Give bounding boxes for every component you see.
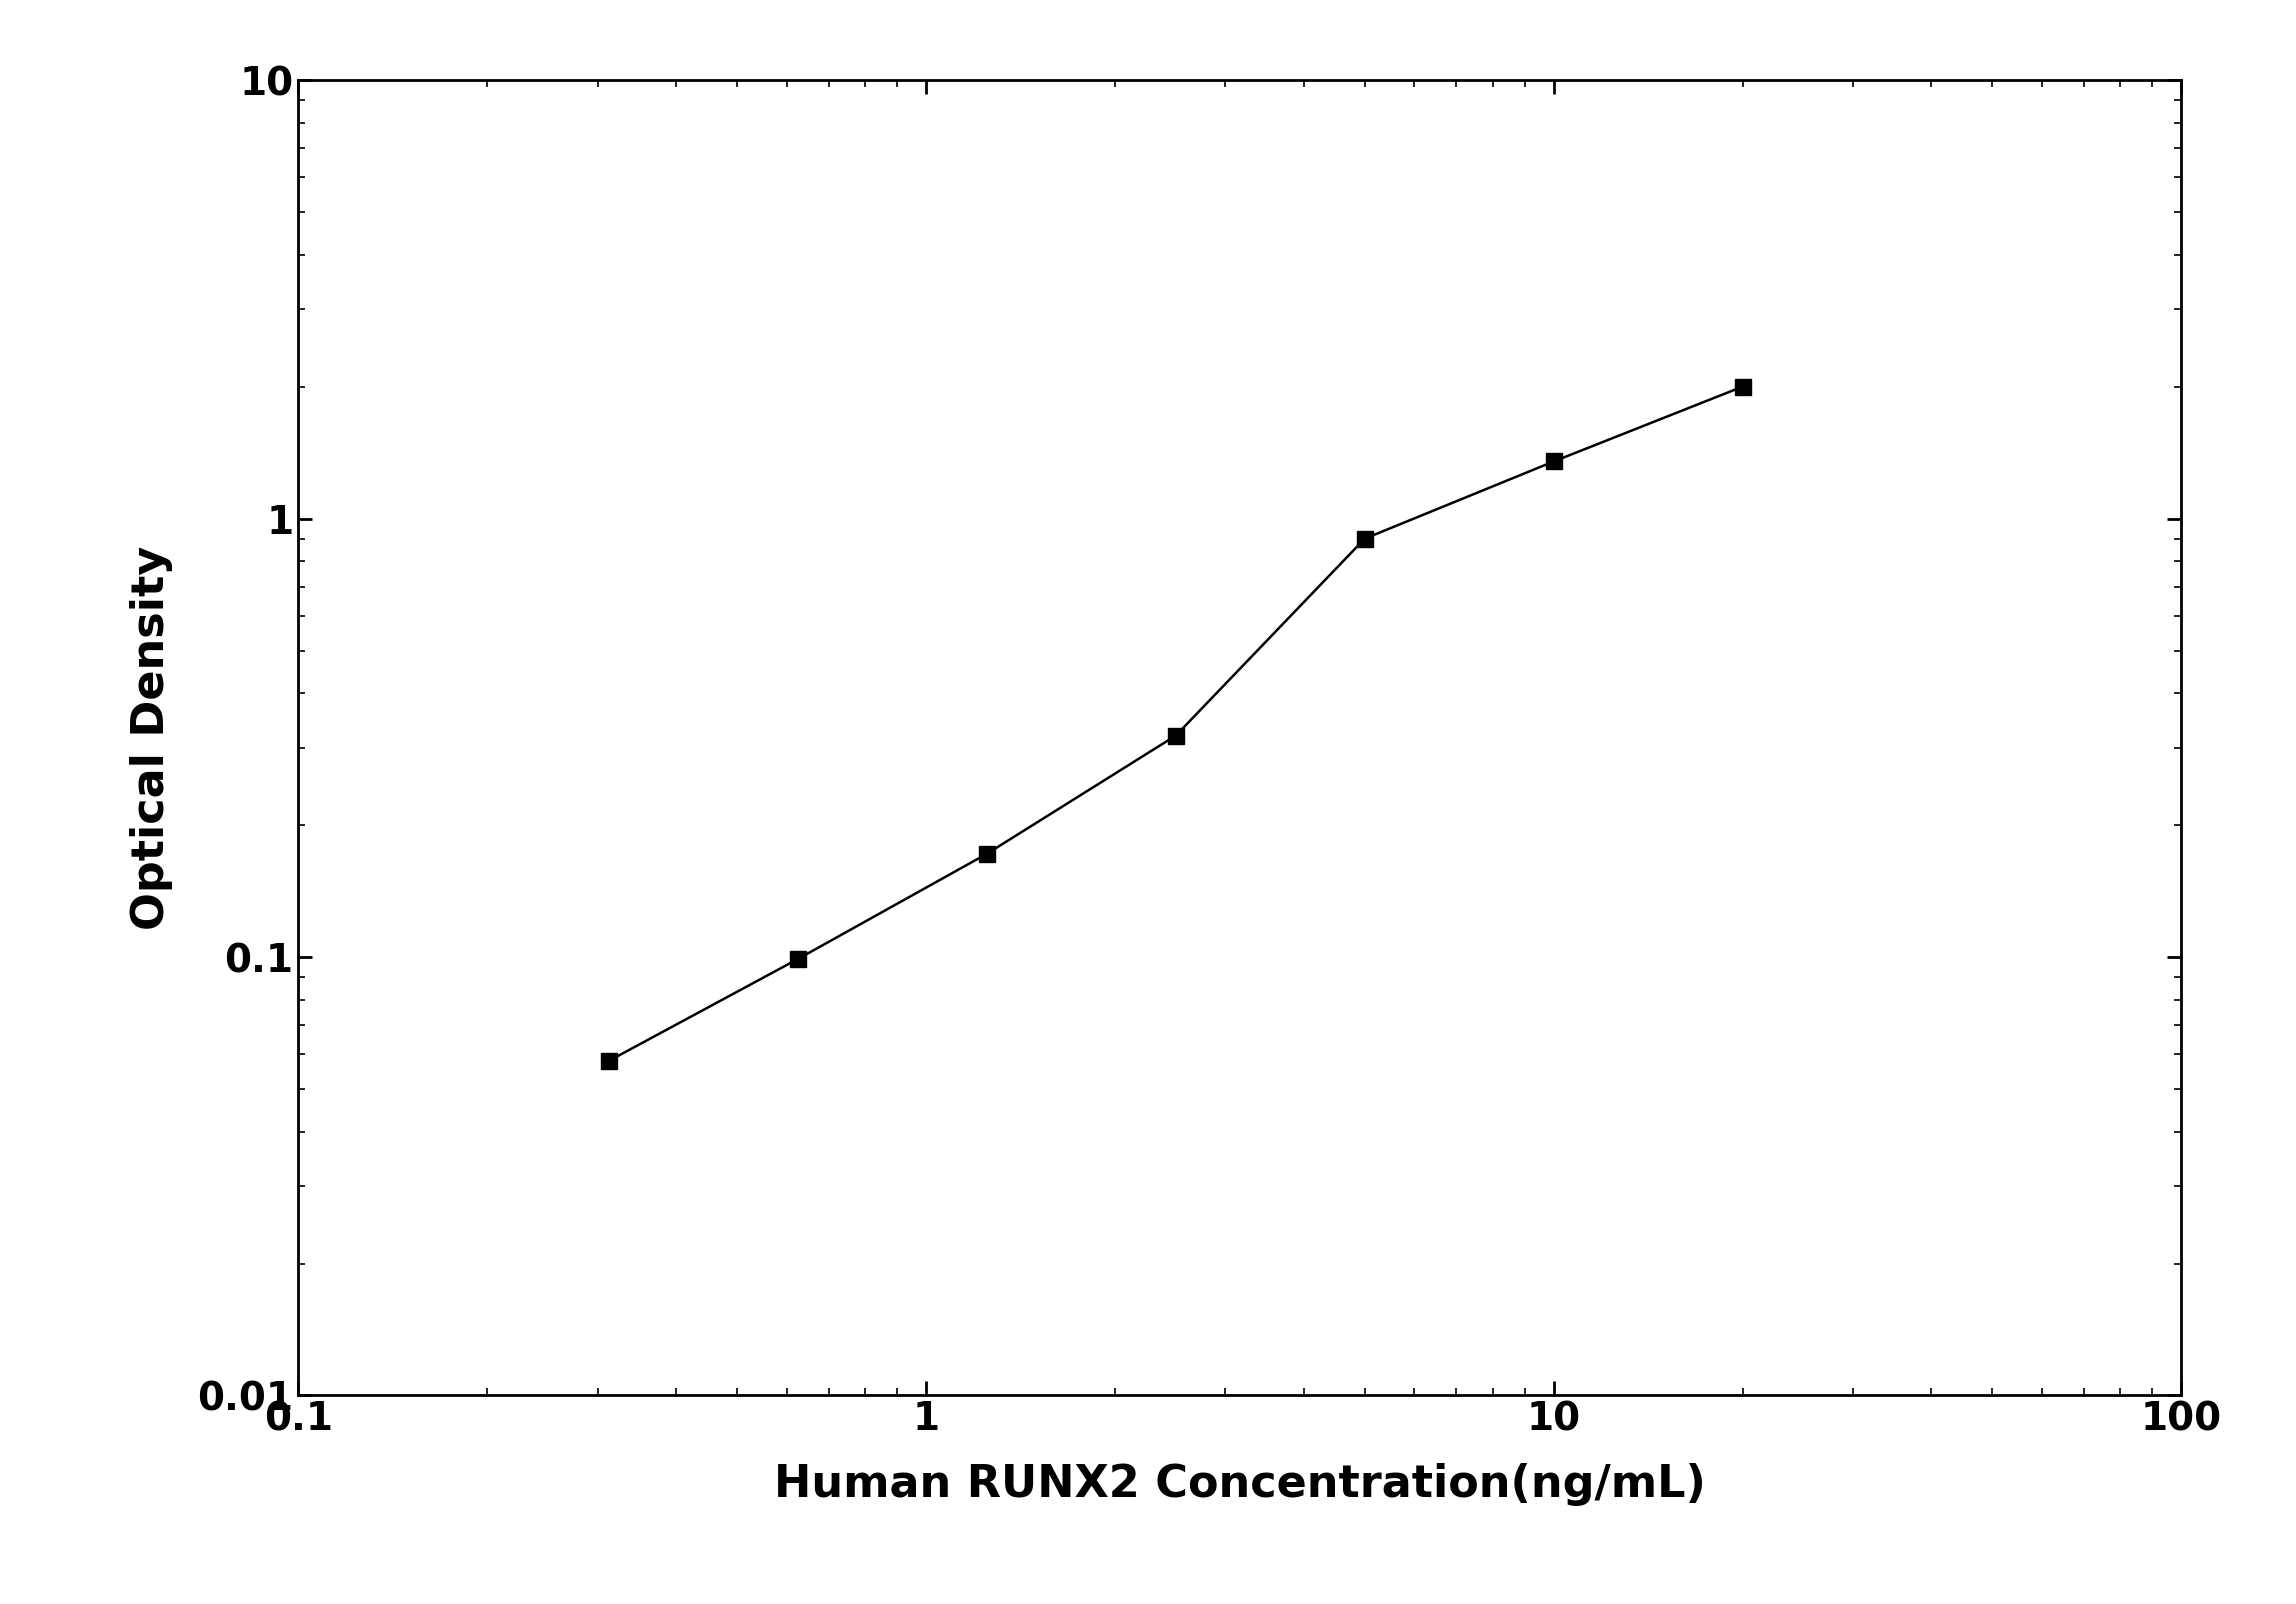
Y-axis label: Optical Density: Optical Density xyxy=(129,545,172,930)
X-axis label: Human RUNX2 Concentration(ng/mL): Human RUNX2 Concentration(ng/mL) xyxy=(774,1463,1706,1506)
